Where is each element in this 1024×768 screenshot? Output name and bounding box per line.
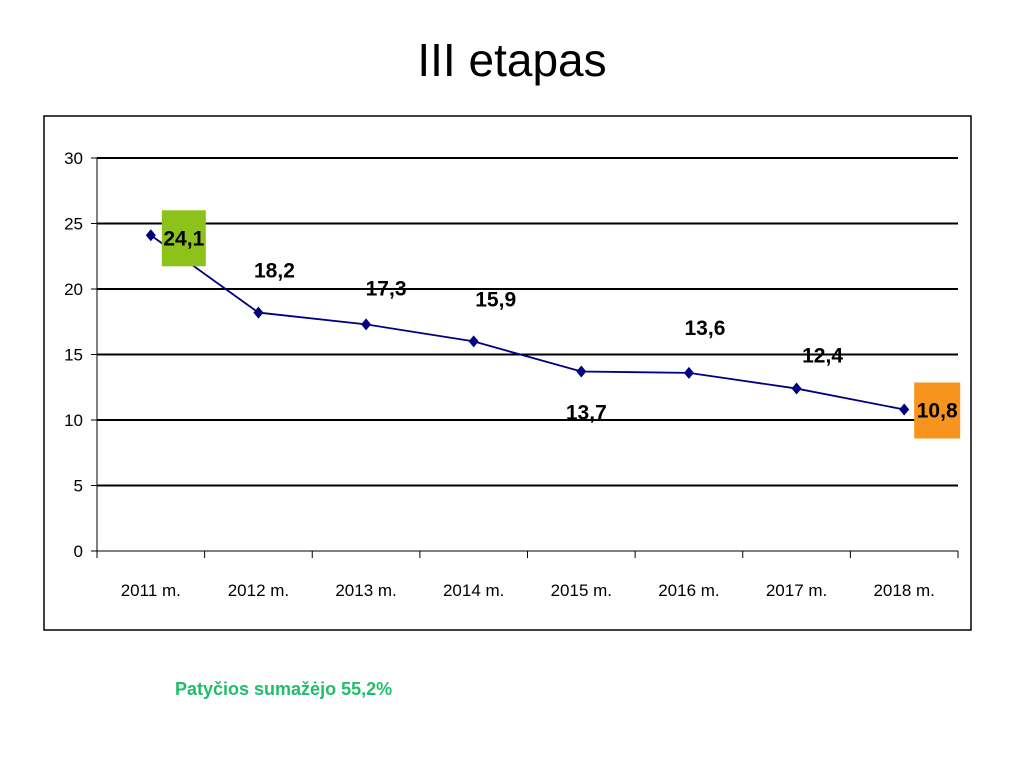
data-labels: 24,1 18,2 17,3 15,9 13,7 13,6 12,4 10,8 [161,210,961,439]
data-label: 24,1 [163,227,204,250]
data-point-marker [468,335,479,348]
axes: 0 5 10 15 20 25 30 2011 m. 2012 m. 2013 m. 2014 m.… [64,149,959,600]
x-tick-label: 2015 m. [551,581,612,600]
gridlines [97,157,958,487]
y-tick-label: 25 [64,215,83,234]
data-label: 18,2 [254,260,295,283]
footnote-text: Patyčios sumažėjo 55,2% [175,679,393,699]
x-tick-label: 2014 m. [443,581,504,600]
data-label: 13,6 [685,317,726,340]
data-point-marker [145,229,156,242]
x-tick-label: 2016 m. [658,581,719,600]
y-tick-label: 10 [64,411,83,430]
x-tick-label: 2013 m. [335,581,396,600]
slide-title: III etapas [417,34,607,86]
y-tick-label: 30 [64,149,83,168]
y-tick-label: 0 [74,542,83,561]
data-label-highlight-box [914,382,961,439]
data-point-marker [361,318,372,331]
y-tick-label: 20 [64,280,83,299]
data-point-marker [576,365,587,378]
data-label: 13,7 [566,402,607,425]
series-line [150,234,905,411]
y-tick-label: 15 [64,346,83,365]
data-point-marker [899,403,910,416]
data-label: 15,9 [475,288,516,311]
series-line-group [145,229,910,416]
data-point-marker [253,306,264,319]
data-label: 17,3 [366,277,407,300]
data-label-highlight-box [161,210,206,267]
x-tick-label: 2017 m. [766,581,827,600]
y-tick-label: 5 [74,477,83,496]
data-point-marker [791,382,802,395]
x-tick-label: 2011 m. [121,581,181,600]
data-label: 12,4 [802,345,843,368]
data-point-marker [683,366,694,379]
chart-frame [43,115,972,631]
x-tick-label: 2018 m. [873,581,934,600]
data-label: 10,8 [917,400,958,423]
x-tick-label: 2012 m. [228,581,289,600]
